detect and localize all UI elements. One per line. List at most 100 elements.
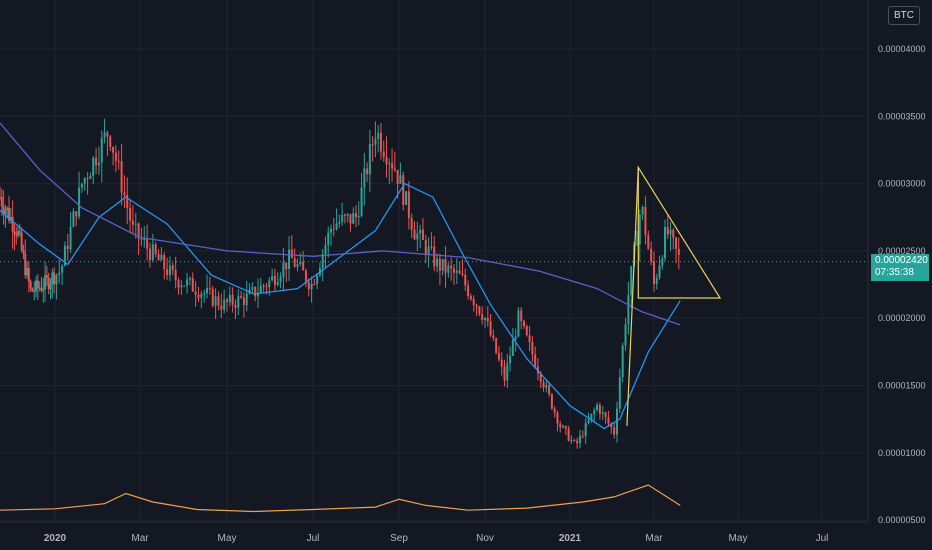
candle-body	[262, 285, 265, 287]
candle-body	[500, 359, 503, 367]
currency-badge[interactable]: BTC	[888, 6, 920, 25]
candle-body	[265, 286, 268, 288]
candle-body	[180, 285, 183, 288]
candle-body	[177, 280, 180, 288]
candle-body	[191, 277, 194, 292]
candle-body	[42, 289, 45, 291]
candle-body	[8, 207, 11, 221]
candle-body	[382, 151, 385, 157]
candle-body	[100, 137, 103, 163]
candle-body	[335, 223, 338, 229]
candle-body	[545, 385, 548, 388]
candle-body	[495, 338, 498, 354]
candle-body	[0, 197, 1, 199]
candle-body	[635, 244, 638, 246]
candle-body	[33, 291, 36, 293]
candle-body	[299, 261, 302, 265]
candle-body	[89, 175, 92, 179]
candle-body	[669, 229, 672, 235]
candle-body	[486, 318, 489, 322]
candle-body	[38, 287, 41, 289]
candle-body	[424, 239, 427, 256]
candle-body	[433, 246, 436, 267]
candle-body	[17, 231, 20, 236]
candle-body	[302, 261, 305, 271]
moving-average-line-2	[0, 122, 681, 326]
candle-body	[75, 211, 78, 217]
candle-body	[407, 191, 410, 219]
candle-body	[109, 136, 112, 148]
x-tick-label: 2021	[559, 533, 582, 544]
candle-body	[584, 423, 587, 437]
candle-body	[154, 244, 157, 255]
candle-body	[45, 275, 48, 278]
candle-body	[455, 270, 458, 273]
candle-body	[607, 417, 610, 424]
y-tick-label: 0.00000500	[878, 515, 926, 525]
candle-body	[405, 191, 408, 205]
candle-body	[427, 246, 430, 256]
x-tick-label: Jul	[816, 533, 829, 544]
candle-body	[58, 272, 61, 275]
candle-body	[655, 277, 658, 284]
candle-body	[598, 404, 601, 415]
bottom-indicator-line	[0, 484, 681, 513]
candle-body	[436, 258, 439, 267]
candle-body	[220, 305, 223, 310]
candle-body	[166, 269, 169, 276]
candle-body	[587, 420, 590, 424]
candle-body	[304, 270, 307, 283]
candle-body	[385, 156, 388, 165]
candle-body	[171, 265, 174, 271]
candle-body	[410, 218, 413, 230]
candle-body	[188, 277, 191, 280]
candle-body	[140, 238, 143, 240]
candle-body	[112, 147, 115, 153]
candle-body	[481, 314, 484, 321]
candle-body	[467, 285, 470, 296]
candle-body	[332, 228, 335, 230]
candle-body	[421, 229, 424, 240]
candle-body	[343, 215, 346, 217]
candle-body	[509, 355, 512, 364]
candle-body	[134, 223, 137, 225]
x-tick-label: Nov	[476, 533, 494, 544]
candle-body	[497, 353, 500, 360]
candle-body	[327, 232, 330, 245]
candle-body	[72, 211, 75, 227]
candle-body	[450, 265, 453, 269]
candle-body	[55, 274, 58, 285]
candle-body	[677, 248, 680, 256]
candle-body	[576, 440, 579, 444]
candle-body	[570, 439, 573, 441]
candle-body	[610, 423, 613, 428]
x-tick-label: 2020	[44, 533, 67, 544]
candle-body	[664, 227, 667, 259]
candle-body	[103, 132, 106, 138]
candle-body	[226, 299, 228, 303]
candle-body	[627, 295, 630, 325]
candle-body	[20, 232, 23, 250]
candle-body	[92, 157, 95, 176]
candle-body	[564, 426, 567, 429]
candle-body	[444, 258, 447, 273]
candle-body	[399, 175, 402, 184]
candle-body	[330, 228, 333, 233]
candle-body	[534, 354, 537, 367]
candle-body	[419, 229, 422, 234]
candle-body	[307, 282, 310, 290]
candle-body	[31, 288, 34, 292]
candle-body	[151, 244, 154, 260]
candle-body	[282, 262, 285, 277]
candle-body	[4, 209, 7, 214]
candle-body	[80, 183, 83, 188]
candle-body	[47, 277, 50, 290]
candle-body	[203, 293, 206, 295]
candle-body	[106, 132, 109, 137]
candle-body	[29, 281, 32, 289]
candle-body	[593, 410, 596, 414]
candle-body	[531, 341, 534, 355]
candle-body	[613, 427, 616, 435]
candle-body	[368, 144, 371, 175]
